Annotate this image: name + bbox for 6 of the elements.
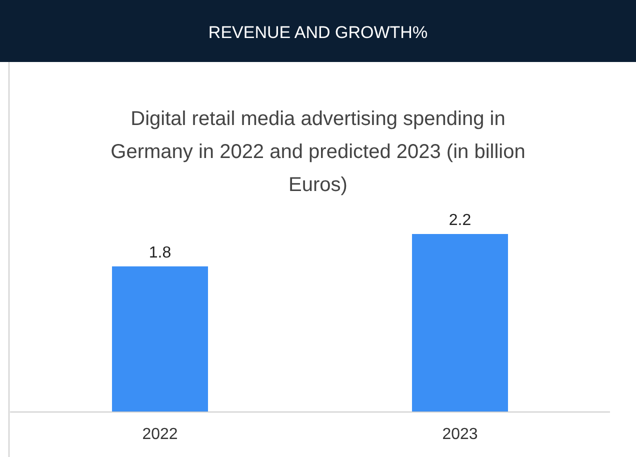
x-tick-label: 2022 xyxy=(142,426,178,443)
data-label: 1.8 xyxy=(148,244,172,262)
data-label: 2.2 xyxy=(448,212,472,229)
chart-subtitle: Digital retail media advertising spending in Germany in 2022 and predicted 2023 (in billion Euros) xyxy=(110,108,526,196)
chart-title: REVENUE AND GROWTH% xyxy=(208,23,428,42)
x-tick-label: 2023 xyxy=(442,426,478,443)
